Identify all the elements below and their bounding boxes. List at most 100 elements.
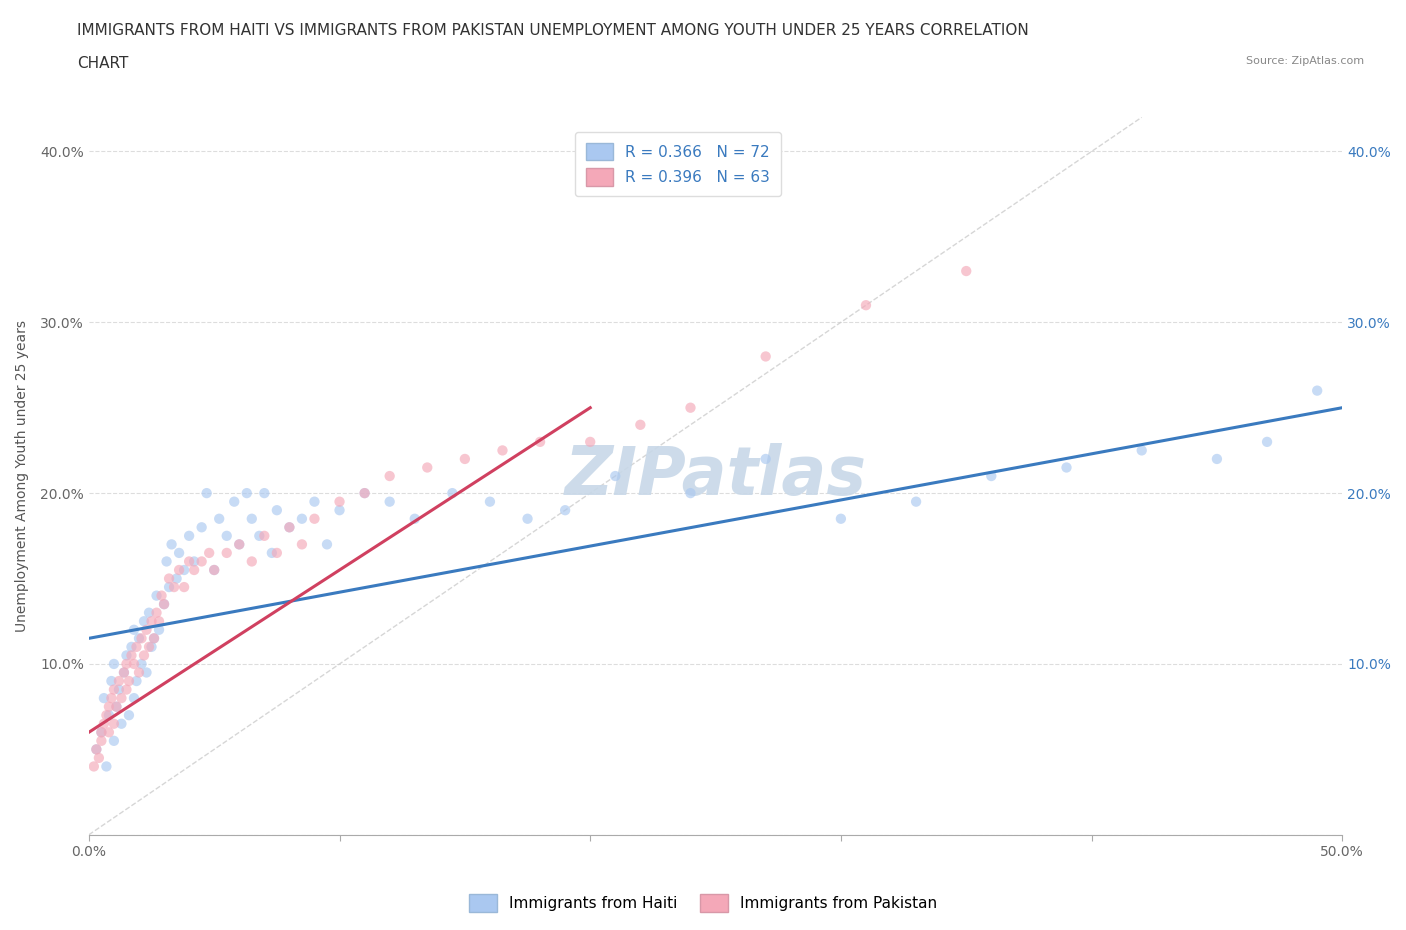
Point [167,563,190,578]
Point [579,434,602,449]
Point [125,640,148,655]
Point [240,512,263,526]
Point [441,485,464,500]
Point [132,614,155,629]
Point [90,724,112,739]
Point [125,673,148,688]
Point [93,716,115,731]
Point [97,699,120,714]
Point [173,579,195,594]
Point [121,640,143,655]
Point [236,485,259,500]
Point [328,494,350,509]
Point [157,579,180,594]
Point [143,631,166,645]
Point [554,503,576,518]
Point [143,631,166,645]
Point [97,724,120,739]
Legend: R = 0.366   N = 72, R = 0.396   N = 63: R = 0.366 N = 72, R = 0.396 N = 63 [575,132,780,196]
Point [135,622,157,637]
Point [132,648,155,663]
Point [679,400,702,415]
Point [183,554,205,569]
Text: IMMIGRANTS FROM HAITI VS IMMIGRANTS FROM PAKISTAN UNEMPLOYMENT AMONG YOUTH UNDER: IMMIGRANTS FROM HAITI VS IMMIGRANTS FROM… [77,23,1029,38]
Point [190,554,212,569]
Point [105,699,128,714]
Point [1256,434,1278,449]
Point [108,673,131,688]
Point [103,682,125,697]
Point [90,724,112,739]
Point [153,597,176,612]
Point [378,469,401,484]
Point [115,657,138,671]
Point [110,691,132,706]
Point [304,512,326,526]
Point [353,485,375,500]
Point [253,485,276,500]
Point [830,512,852,526]
Point [755,349,778,364]
Point [138,640,160,655]
Point [224,494,246,509]
Point [100,673,122,688]
Point [96,708,118,723]
Text: CHART: CHART [77,56,129,71]
Point [228,537,250,551]
Point [87,751,110,765]
Point [353,485,375,500]
Point [86,742,108,757]
Point [1206,452,1229,467]
Point [198,546,221,561]
Point [110,716,132,731]
Point [105,699,128,714]
Point [145,588,167,603]
Point [153,597,176,612]
Point [155,554,177,569]
Point [416,460,439,475]
Point [202,563,225,578]
Point [190,520,212,535]
Point [1130,443,1153,458]
Point [167,546,190,561]
Point [328,503,350,518]
Point [122,691,145,706]
Point [118,673,141,688]
Point [131,631,153,645]
Point [115,648,138,663]
Point [980,469,1002,484]
Point [605,469,627,484]
Point [90,734,112,749]
Point [163,579,186,594]
Point [121,648,143,663]
Point [266,503,288,518]
Point [195,485,218,500]
Point [491,443,513,458]
Point [122,657,145,671]
Point [278,520,301,535]
Point [128,631,150,645]
Point [145,605,167,620]
Point [202,563,225,578]
Point [183,563,205,578]
Y-axis label: Unemployment Among Youth under 25 years: Unemployment Among Youth under 25 years [15,320,30,632]
Point [855,298,877,312]
Point [122,622,145,637]
Point [215,546,238,561]
Point [291,537,314,551]
Point [179,528,201,543]
Point [529,434,551,449]
Point [247,528,270,543]
Point [86,742,108,757]
Point [93,691,115,706]
Point [628,418,651,432]
Point [96,759,118,774]
Point [103,716,125,731]
Point [304,494,326,509]
Point [131,657,153,671]
Point [135,665,157,680]
Point [118,708,141,723]
Point [291,512,314,526]
Point [253,528,276,543]
Text: ZIPatlas: ZIPatlas [565,443,866,509]
